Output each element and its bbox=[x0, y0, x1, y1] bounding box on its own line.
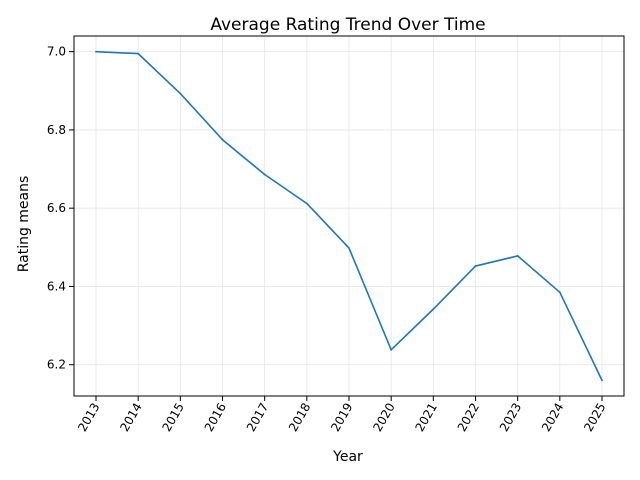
x-tick-label: 2018 bbox=[286, 401, 313, 434]
data-point bbox=[221, 138, 224, 141]
y-tick-label: 6.4 bbox=[47, 279, 66, 293]
data-point bbox=[390, 348, 393, 351]
series-layer bbox=[95, 50, 603, 382]
x-axis-label: Year bbox=[332, 449, 363, 465]
x-tick-label: 2013 bbox=[75, 401, 102, 434]
x-tick-label: 2025 bbox=[581, 401, 608, 434]
data-point bbox=[137, 52, 140, 55]
x-axis: 2013 2014 2015 2016 2017 2018 2019 2020 2021 2022… bbox=[75, 396, 609, 434]
data-point bbox=[179, 92, 182, 95]
data-point bbox=[95, 50, 97, 53]
y-axis-label: Rating means bbox=[16, 176, 32, 273]
data-point bbox=[601, 379, 603, 382]
x-tick-label: 2024 bbox=[539, 401, 566, 434]
y-tick-label: 6.2 bbox=[47, 358, 66, 372]
x-tick-label: 2020 bbox=[370, 401, 397, 434]
data-point bbox=[516, 255, 519, 257]
data-point bbox=[432, 308, 435, 311]
data-point bbox=[474, 265, 477, 267]
chart-title: Average Rating Trend Over Time bbox=[210, 15, 485, 35]
x-tick-label: 2014 bbox=[117, 401, 144, 434]
x-tick-label: 2016 bbox=[202, 401, 229, 434]
x-tick-label: 2023 bbox=[497, 401, 524, 434]
x-tick-label: 2017 bbox=[244, 401, 271, 434]
x-tick-label: 2015 bbox=[160, 401, 187, 434]
x-tick-label: 2019 bbox=[328, 401, 355, 434]
data-point bbox=[263, 173, 266, 176]
y-axis: 6.2 6.4 6.6 6.8 7.0 bbox=[47, 45, 74, 372]
grid bbox=[74, 36, 624, 396]
y-tick-label: 7.0 bbox=[47, 45, 66, 59]
y-tick-label: 6.6 bbox=[47, 201, 66, 215]
x-tick-label: 2021 bbox=[413, 401, 440, 434]
x-tick-label: 2022 bbox=[455, 401, 482, 434]
data-point bbox=[558, 291, 561, 294]
data-point bbox=[348, 247, 350, 249]
data-point bbox=[305, 202, 308, 205]
y-tick-label: 6.8 bbox=[47, 123, 66, 137]
